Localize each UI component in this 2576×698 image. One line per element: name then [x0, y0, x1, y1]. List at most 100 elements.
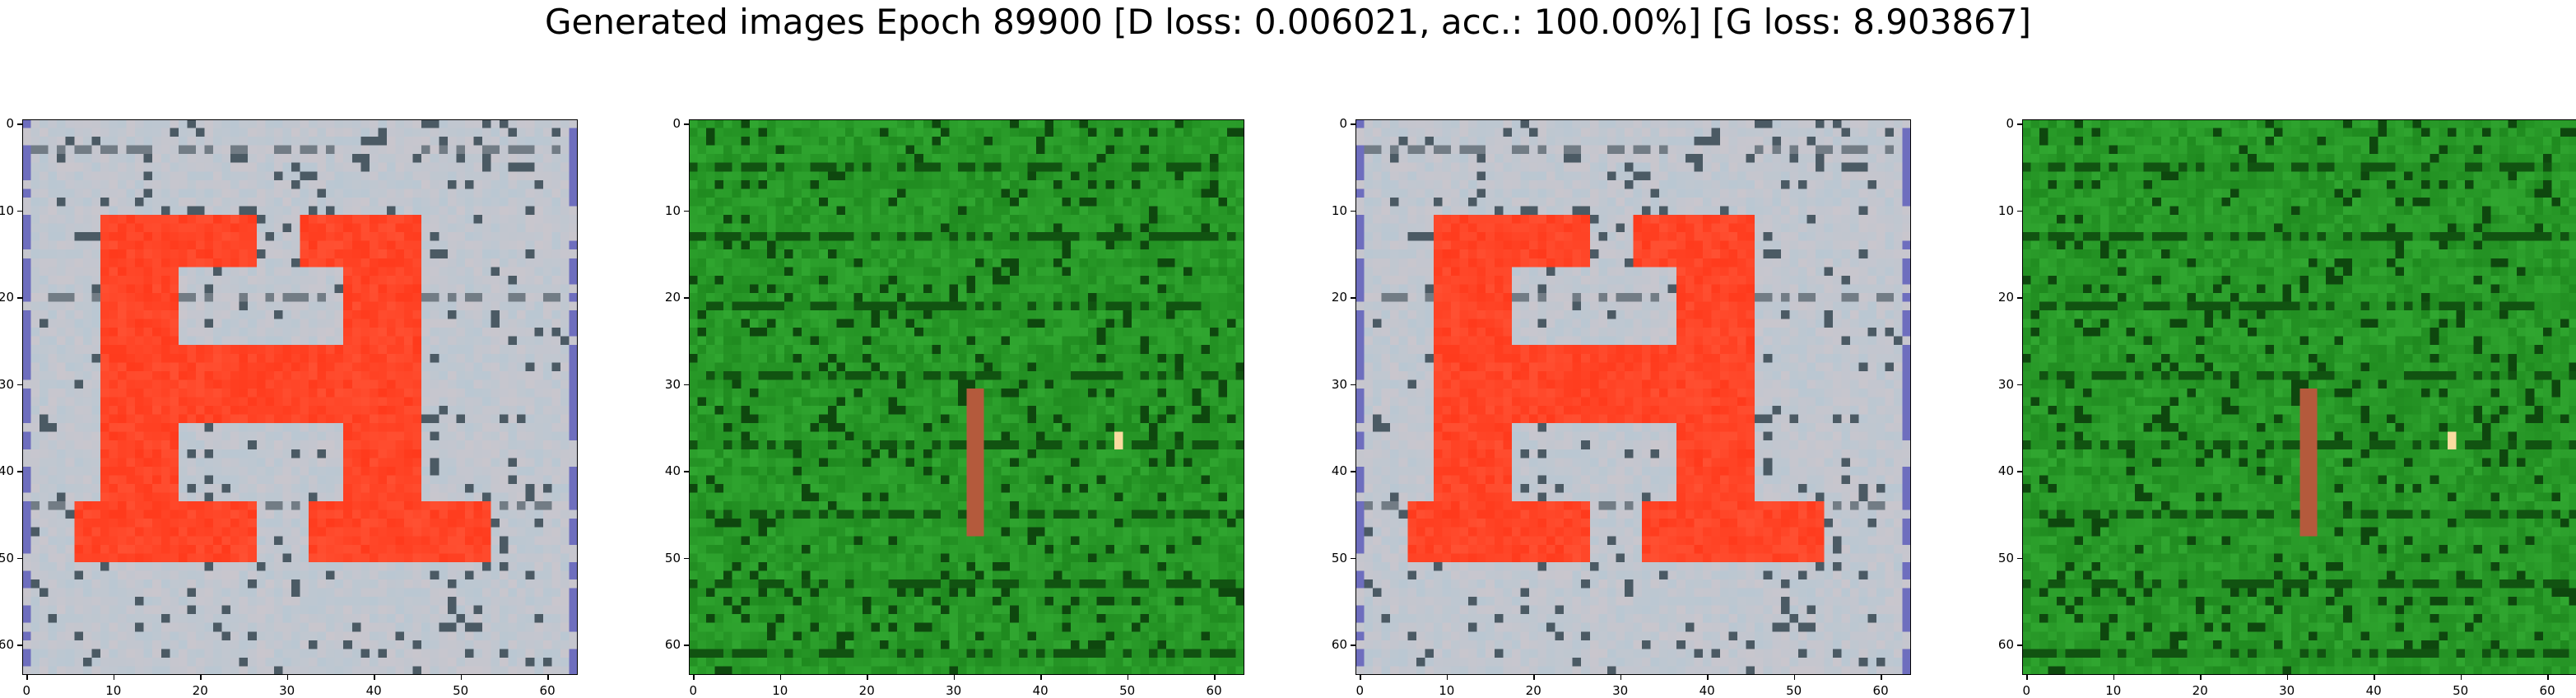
x-tick-label: 10	[772, 683, 788, 698]
x-tick-mark	[1533, 675, 1535, 680]
x-tick-mark	[693, 675, 695, 680]
y-tick-label: 60	[1331, 637, 1347, 653]
y-tick-mark	[1351, 644, 1355, 646]
y-tick-mark	[2017, 123, 2022, 125]
x-tick-label: 60	[1206, 683, 1222, 698]
x-tick-label: 60	[1872, 683, 1889, 698]
x-tick-mark	[2547, 675, 2549, 680]
y-tick-label: 60	[664, 637, 681, 653]
x-tick-label: 60	[539, 683, 556, 698]
x-tick-mark	[1360, 675, 1361, 680]
x-tick-mark	[1881, 675, 1882, 680]
y-tick-label: 40	[664, 463, 681, 479]
y-tick-mark	[2017, 644, 2022, 646]
y-tick-mark	[684, 210, 689, 212]
y-tick-mark	[684, 644, 689, 646]
y-tick-label: 20	[0, 290, 14, 305]
x-tick-mark	[2113, 675, 2115, 680]
y-tick-label: 30	[1331, 376, 1347, 392]
x-tick-label: 40	[1032, 683, 1049, 698]
x-tick-label: 20	[1525, 683, 1541, 698]
x-tick-label: 0	[22, 683, 31, 698]
y-tick-label: 50	[1997, 550, 2014, 565]
y-tick-label: 40	[1331, 463, 1347, 479]
x-tick-label: 30	[279, 683, 295, 698]
x-tick-mark	[1127, 675, 1129, 680]
x-tick-mark	[2026, 675, 2028, 680]
y-tick-mark	[2017, 297, 2022, 299]
x-tick-label: 0	[2022, 683, 2031, 698]
y-tick-label: 10	[664, 202, 681, 218]
x-tick-label: 20	[2192, 683, 2208, 698]
x-tick-label: 20	[858, 683, 875, 698]
y-tick-mark	[1351, 557, 1355, 560]
x-tick-mark	[2374, 675, 2375, 680]
x-tick-mark	[1446, 675, 1448, 680]
y-tick-label: 30	[664, 376, 681, 392]
x-tick-label: 50	[453, 683, 469, 698]
y-tick-mark	[17, 123, 22, 125]
x-tick-label: 30	[1612, 683, 1629, 698]
y-tick-mark	[17, 644, 22, 646]
x-tick-mark	[867, 675, 868, 680]
y-tick-label: 60	[1997, 637, 2014, 653]
x-tick-mark	[2200, 675, 2202, 680]
y-tick-mark	[2017, 471, 2022, 472]
y-tick-label: 50	[0, 550, 14, 565]
y-tick-label: 50	[664, 550, 681, 565]
y-tick-mark	[17, 210, 22, 212]
y-tick-label: 40	[1997, 463, 2014, 479]
x-tick-mark	[1707, 675, 1709, 680]
y-tick-label: 10	[1331, 202, 1347, 218]
x-tick-label: 40	[365, 683, 382, 698]
x-tick-label: 10	[105, 683, 122, 698]
y-tick-mark	[17, 471, 22, 472]
y-tick-mark	[1351, 297, 1355, 299]
x-tick-label: 30	[946, 683, 962, 698]
figure-title: Generated images Epoch 89900 [D loss: 0.…	[544, 2, 2032, 42]
y-tick-mark	[684, 123, 689, 125]
y-tick-label: 0	[6, 116, 14, 132]
x-tick-mark	[953, 675, 956, 680]
y-tick-mark	[684, 471, 689, 472]
y-tick-mark	[17, 557, 22, 560]
y-tick-mark	[1351, 210, 1355, 212]
x-tick-mark	[2286, 675, 2289, 680]
pixel-image	[22, 119, 578, 675]
x-tick-mark	[1620, 675, 1622, 680]
y-tick-label: 50	[1331, 550, 1347, 565]
y-tick-mark	[1351, 471, 1355, 472]
x-tick-label: 50	[1119, 683, 1136, 698]
y-tick-mark	[1351, 123, 1355, 125]
y-tick-mark	[2017, 557, 2022, 560]
x-tick-label: 30	[2279, 683, 2295, 698]
x-tick-label: 50	[1786, 683, 1802, 698]
generated-image-panel-4: 0 10 20 30 40 50 60 0 10 20 30 40 50 60	[1998, 116, 2576, 698]
x-tick-mark	[460, 675, 463, 680]
pixel-image	[1355, 119, 1911, 675]
y-tick-mark	[684, 384, 689, 386]
y-tick-label: 10	[0, 202, 14, 218]
generated-image-panel-1: 0 10 20 30 40 50 60 0 10 20 30 40 50 60	[0, 116, 578, 698]
x-tick-mark	[374, 675, 375, 680]
pixel-image	[689, 119, 1244, 675]
y-tick-label: 20	[1331, 290, 1347, 305]
y-tick-mark	[2017, 210, 2022, 212]
y-tick-label: 30	[0, 376, 14, 392]
y-tick-label: 0	[672, 116, 681, 132]
y-tick-label: 40	[0, 463, 14, 479]
y-tick-mark	[684, 557, 689, 560]
y-tick-label: 0	[1339, 116, 1347, 132]
x-tick-mark	[286, 675, 289, 680]
y-tick-mark	[684, 297, 689, 299]
generated-image-panel-3: 0 10 20 30 40 50 60 0 10 20 30 40 50 60	[1332, 116, 1911, 698]
generated-image-panel-2: 0 10 20 30 40 50 60 0 10 20 30 40 50 60	[665, 116, 1244, 698]
x-tick-label: 0	[689, 683, 698, 698]
x-tick-label: 0	[1355, 683, 1365, 698]
x-tick-mark	[2460, 675, 2462, 680]
x-tick-label: 40	[1699, 683, 1715, 698]
x-tick-label: 10	[2105, 683, 2122, 698]
x-tick-mark	[113, 675, 115, 680]
x-tick-mark	[1214, 675, 1216, 680]
x-tick-mark	[547, 675, 549, 680]
